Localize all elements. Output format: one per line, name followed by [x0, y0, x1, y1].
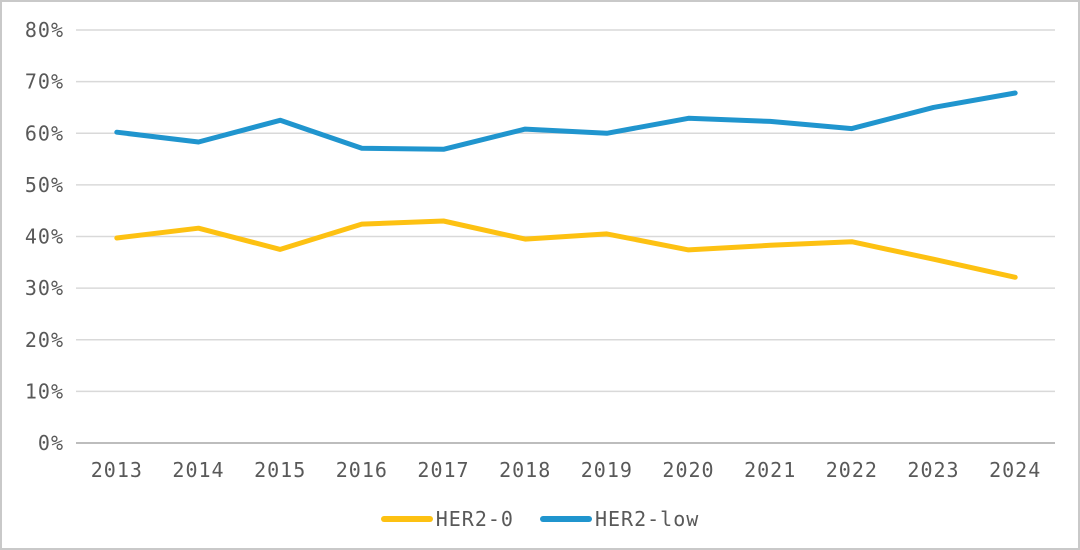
x-tick-label-2024: 2024 — [989, 458, 1041, 482]
x-tick-label-2015: 2015 — [254, 458, 306, 482]
legend: HER2-0 HER2-low — [2, 506, 1078, 532]
legend-label-her2-0: HER2-0 — [435, 507, 514, 531]
x-tick-label-2014: 2014 — [172, 458, 224, 482]
series-line-HER2-low — [114, 90, 1018, 152]
y-tick-label-30: 30% — [25, 276, 64, 300]
x-tick-label-2018: 2018 — [499, 458, 551, 482]
her2-low-line-swatch — [539, 516, 592, 522]
y-tick-label-60: 60% — [25, 121, 64, 145]
legend-item-her2-0: HER2-0 — [380, 506, 514, 532]
x-tick-label-2017: 2017 — [417, 458, 469, 482]
y-tick-label-80: 80% — [25, 18, 64, 42]
x-tick-label-2013: 2013 — [91, 458, 143, 482]
y-tick-label-50: 50% — [25, 173, 64, 197]
x-tick-label-2019: 2019 — [581, 458, 633, 482]
x-tick-label-2021: 2021 — [744, 458, 796, 482]
x-tick-label-2020: 2020 — [662, 458, 714, 482]
y-tick-label-0: 0% — [38, 431, 64, 455]
series-line-HER2-0 — [114, 218, 1018, 280]
y-tick-label-20: 20% — [25, 328, 64, 352]
x-tick-label-2022: 2022 — [826, 458, 878, 482]
y-tick-label-70: 70% — [25, 70, 64, 94]
her2-0-line-swatch — [380, 516, 433, 522]
y-tick-label-10: 10% — [25, 379, 64, 403]
legend-item-her2-low: HER2-low — [539, 506, 700, 532]
y-tick-label-40: 40% — [25, 225, 64, 249]
legend-label-her2-low: HER2-low — [594, 507, 700, 531]
x-tick-label-2023: 2023 — [907, 458, 959, 482]
x-tick-label-2016: 2016 — [336, 458, 388, 482]
